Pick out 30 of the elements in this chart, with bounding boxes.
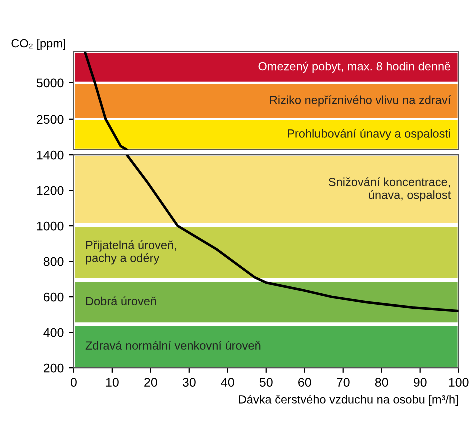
y-tick-label: 5000 <box>36 78 64 88</box>
x-tick-label: 40 <box>221 378 234 387</box>
y-tick-label: 1200 <box>37 186 64 196</box>
band-label: Zdravá normální venkovní úroveň <box>86 341 261 350</box>
band-label: Omezený pobyt, max. 8 hodin denně <box>258 62 451 74</box>
x-tick-label: 20 <box>144 378 158 387</box>
x-tick-label: 70 <box>337 378 350 387</box>
line-series <box>84 52 128 150</box>
band-label: Snižování koncentrace, únava, ospalost <box>328 178 452 202</box>
band-label: Riziko nepříznivého vlivu na zdraví <box>270 96 452 107</box>
y-tick-label: 600 <box>44 292 64 302</box>
x-tick-label: 0 <box>70 378 77 387</box>
x-axis-title: Dávka čerstvého vzduchu na osobu [m³/h] <box>239 394 458 406</box>
x-tick-label: 50 <box>260 378 273 387</box>
y-tick-label: 2500 <box>37 115 64 124</box>
band-label: Přijatelná úroveň, pachy a odéry <box>86 240 176 265</box>
y-tick-label: 800 <box>44 257 64 266</box>
y-tick-label: 400 <box>44 328 64 338</box>
x-tick-label: 30 <box>182 378 196 387</box>
x-tick-label: 90 <box>414 378 427 387</box>
y-tick-label: 1000 <box>37 222 64 231</box>
band-label: Prohlubování únavy a ospalosti <box>288 129 450 140</box>
y-axis-title: CO₂ [ppm] <box>12 39 66 50</box>
x-tick-label: 10 <box>106 378 119 387</box>
x-tick-label: 80 <box>375 378 388 387</box>
y-tick-label: 200 <box>44 364 64 373</box>
x-tick-label: 100 <box>449 378 469 387</box>
x-tick-label: 60 <box>298 378 312 387</box>
band-label: Dobrá úroveň <box>86 296 156 306</box>
y-tick-label: 1400 <box>37 150 64 160</box>
